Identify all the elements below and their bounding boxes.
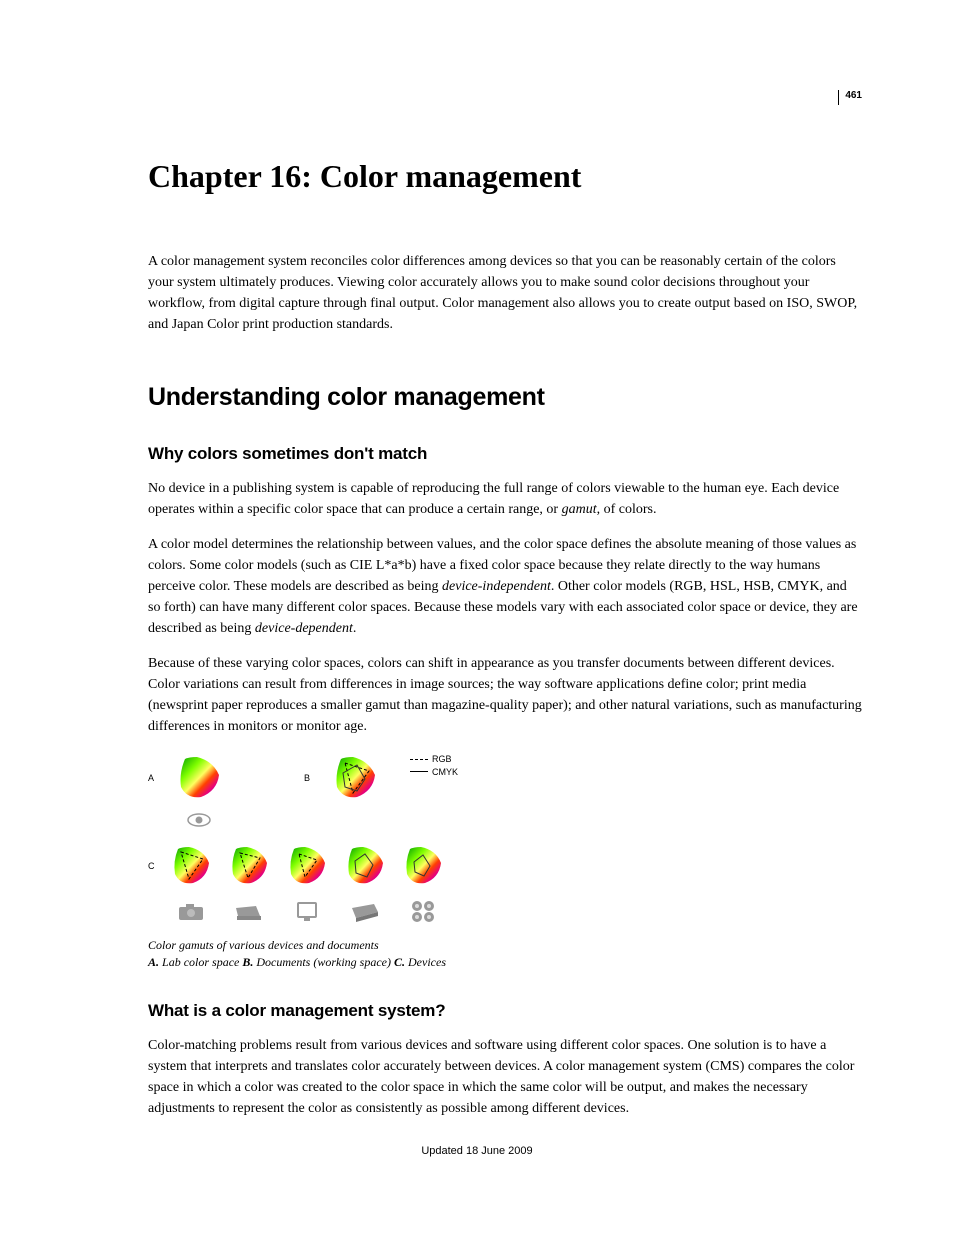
text: . [353, 621, 357, 636]
camera-icon [177, 902, 205, 922]
subsection-title-1: Why colors sometimes don't match [148, 444, 862, 464]
gamut-shape-icon [285, 845, 329, 887]
gamut-inkjet [336, 845, 394, 887]
monitor-icon [295, 901, 319, 923]
device-cell [336, 896, 394, 922]
legend-cmyk: CMYK [410, 766, 458, 779]
caption-key: A. [148, 955, 159, 969]
gamut-shape-icon [331, 755, 379, 801]
device-cell [278, 895, 336, 923]
row-label-a: A [148, 773, 162, 783]
caption-line2: A. Lab color space B. Documents (working… [148, 954, 862, 971]
gamut-press [394, 845, 452, 887]
italic-term: device-dependent [255, 621, 353, 636]
intro-paragraph: A color management system reconciles col… [148, 251, 862, 335]
device-cell [220, 896, 278, 922]
document-page: 461 Chapter 16: Color management A color… [0, 0, 954, 1193]
caption-text: Devices [405, 955, 446, 969]
row-label-c: C [148, 861, 162, 871]
gamut-scanner [220, 845, 278, 887]
text: No device in a publishing system is capa… [148, 481, 839, 517]
gamut-shape-icon [227, 845, 271, 887]
caption-text: Lab color space [159, 955, 242, 969]
figure-row-devices [148, 893, 458, 925]
gamut-shape-icon [401, 845, 445, 887]
caption-text: Documents (working space) [253, 955, 394, 969]
device-cell [162, 896, 220, 922]
press-icon [407, 899, 439, 925]
gamut-lab [162, 755, 236, 801]
chapter-title: Chapter 16: Color management [148, 158, 862, 195]
subsection-title-2: What is a color management system? [148, 1001, 862, 1021]
gamut-camera [162, 845, 220, 887]
paragraph-4: Color-matching problems result from vari… [148, 1035, 862, 1119]
legend-label: CMYK [432, 766, 458, 779]
printer-icon [350, 902, 380, 922]
device-cell [394, 893, 452, 925]
figure-caption: Color gamuts of various devices and docu… [148, 937, 862, 971]
paragraph-1: No device in a publishing system is capa… [148, 478, 862, 520]
legend-label: RGB [432, 753, 452, 766]
gamut-shape-icon [169, 845, 213, 887]
solid-line-icon [410, 771, 428, 772]
paragraph-2: A color model determines the relationshi… [148, 534, 862, 639]
italic-term: device-independent [442, 579, 551, 594]
caption-key: C. [394, 955, 405, 969]
caption-line1: Color gamuts of various devices and docu… [148, 937, 862, 954]
italic-term: gamut [562, 502, 597, 517]
section-title: Understanding color management [148, 383, 862, 412]
paragraph-3: Because of these varying color spaces, c… [148, 653, 862, 737]
row-label-b: B [304, 773, 318, 783]
caption-key: B. [242, 955, 253, 969]
gamut-monitor [278, 845, 336, 887]
scanner-icon [234, 902, 264, 922]
text: , of colors. [597, 502, 657, 517]
eye-icon [187, 813, 211, 827]
page-footer: Updated 18 June 2009 [0, 1145, 954, 1157]
page-number: 461 [838, 90, 862, 105]
gamut-shape-icon [343, 845, 387, 887]
dash-line-icon [410, 759, 428, 760]
figure-row-c: C [148, 845, 458, 887]
figure-legend: RGB CMYK [410, 753, 458, 778]
gamut-shape-icon [175, 755, 223, 801]
gamut-document [318, 755, 392, 801]
figure-row-eye [148, 807, 458, 827]
figure-row-ab: A B RGB [148, 755, 458, 801]
color-gamut-figure: A B RGB [148, 755, 458, 925]
legend-rgb: RGB [410, 753, 458, 766]
eye-cell [162, 807, 236, 827]
